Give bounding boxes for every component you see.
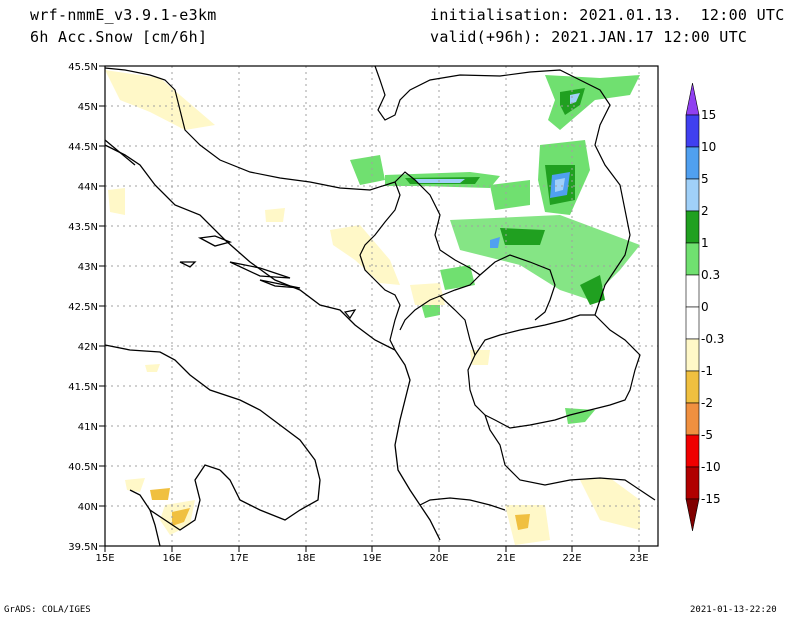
lon-label: 16E <box>162 553 181 564</box>
lat-label: 40N <box>78 502 98 513</box>
colorbar-swatch <box>685 178 700 212</box>
lat-label: 42.5N <box>68 302 98 313</box>
colorbar-swatch <box>685 370 700 404</box>
colorbar-top-arrow <box>685 82 700 116</box>
lat-label: 45N <box>78 102 98 113</box>
lon-label: 20E <box>429 553 448 564</box>
lat-label: 45.5N <box>68 62 98 73</box>
lon-label: 21E <box>496 553 515 564</box>
colorbar-label: -0.3 <box>701 332 724 346</box>
lat-label: 42N <box>78 342 98 353</box>
lon-label: 18E <box>296 553 315 564</box>
coastlines <box>104 139 441 547</box>
colorbar-swatch <box>685 434 700 468</box>
lat-label: 39.5N <box>68 542 98 553</box>
valid-time: valid(+96h): 2021.JAN.17 12:00 UTC <box>430 28 748 46</box>
colorbar-bottom-arrow <box>685 498 700 532</box>
lon-label: 22E <box>562 553 581 564</box>
colorbar-swatch <box>685 306 700 340</box>
lon-label: 23E <box>629 553 648 564</box>
colorbar-swatch <box>685 146 700 180</box>
lat-label: 43.5N <box>68 222 98 233</box>
lat-label: 40.5N <box>68 462 98 473</box>
colorbar <box>685 82 700 532</box>
colorbar-swatch <box>685 242 700 276</box>
lat-label: 41N <box>78 422 98 433</box>
lat-label: 43N <box>78 262 98 273</box>
lon-label: 17E <box>229 553 248 564</box>
country-borders <box>104 65 656 511</box>
colorbar-label: 5 <box>701 172 709 186</box>
colorbar-label: -10 <box>701 460 721 474</box>
colorbar-label: 0 <box>701 300 709 314</box>
colorbar-swatch <box>685 466 700 500</box>
footer-timestamp: 2021-01-13-22:20 <box>690 605 777 615</box>
colorbar-label: 2 <box>701 204 709 218</box>
init-time: initialisation: 2021.01.13. 12:00 UTC <box>430 6 785 24</box>
grid-lines <box>105 66 658 546</box>
colorbar-swatch <box>685 402 700 436</box>
colorbar-label: 1 <box>701 236 709 250</box>
tick-marks <box>99 65 640 552</box>
colorbar-swatch <box>685 210 700 244</box>
colorbar-swatch <box>685 114 700 148</box>
lat-label: 44N <box>78 182 98 193</box>
colorbar-label: 10 <box>701 140 716 154</box>
colorbar-label: -2 <box>701 396 713 410</box>
lat-labels: 45.5N 45N 44.5N 44N 43.5N 43N 42.5N 42N … <box>68 62 98 553</box>
model-name: wrf-nmmE_v3.9.1-e3km <box>30 6 217 24</box>
lon-label: 19E <box>362 553 381 564</box>
colorbar-labels: 15 10 5 2 1 0.3 0 -0.3 -1 -2 -5 -10 -15 <box>701 108 724 506</box>
variable-name: 6h Acc.Snow [cm/6h] <box>30 28 208 46</box>
colorbar-label: 0.3 <box>701 268 720 282</box>
colorbar-label: 15 <box>701 108 716 122</box>
lon-labels: 15E 16E 17E 18E 19E 20E 21E 22E 23E <box>95 553 648 564</box>
lat-label: 41.5N <box>68 382 98 393</box>
colorbar-label: -1 <box>701 364 713 378</box>
lat-label: 44.5N <box>68 142 98 153</box>
colorbar-swatch <box>685 338 700 372</box>
colorbar-label: -5 <box>701 428 713 442</box>
snow-patches <box>350 75 640 424</box>
colorbar-swatch <box>685 274 700 308</box>
footer-software: GrADS: COLA/IGES <box>4 605 91 615</box>
colorbar-label: -15 <box>701 492 721 506</box>
lon-label: 15E <box>95 553 114 564</box>
melt-patches <box>105 70 640 545</box>
